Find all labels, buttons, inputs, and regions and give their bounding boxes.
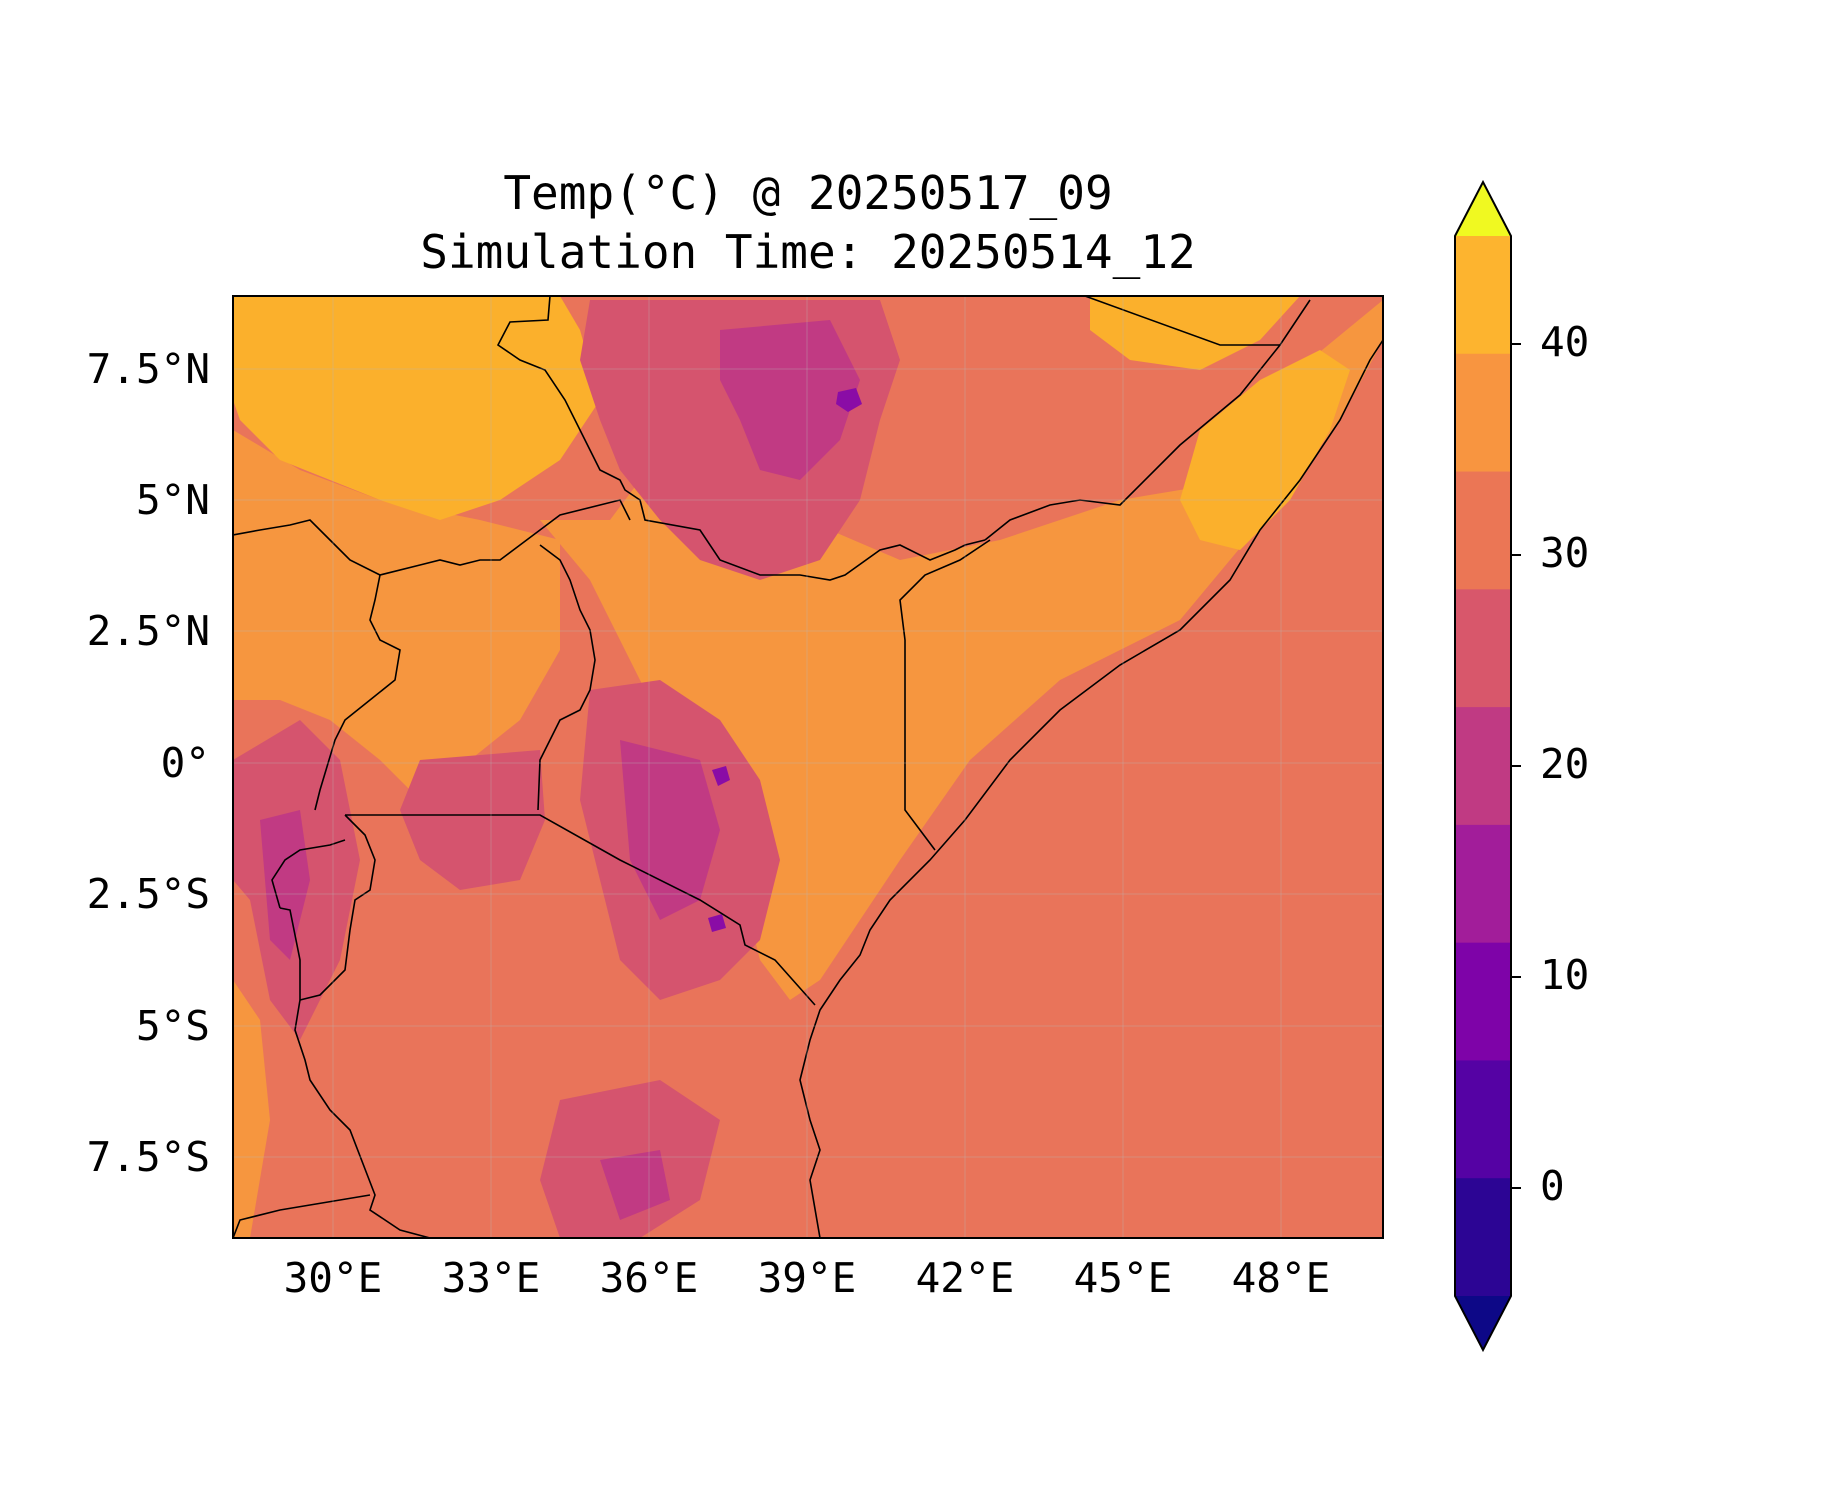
- colorbar-bin: [1455, 589, 1511, 708]
- colorbar-bin: [1455, 707, 1511, 826]
- map-title-line-2: Simulation Time: 20250514_12: [420, 225, 1195, 279]
- colorbar-tick-label: 30: [1540, 529, 1589, 577]
- cold-region-western-highlands: [260, 810, 310, 960]
- y-axis-ticks: 7.5°N 5°N 2.5°N 0° 2.5°S 5°S 7.5°S: [87, 345, 210, 1181]
- y-tick-label: 5°S: [136, 1002, 210, 1050]
- colder-spot-kilimanjaro: [708, 914, 726, 932]
- colorbar-bin: [1455, 824, 1511, 944]
- graticule: [233, 296, 1383, 1238]
- y-tick-label: 5°N: [136, 476, 210, 524]
- colorbar-bin: [1455, 942, 1511, 1061]
- x-tick-label: 45°E: [1074, 1254, 1173, 1302]
- hot-region-north-strip: [1090, 296, 1300, 370]
- colorbar-outline: [1454, 179, 1512, 1353]
- y-tick-label: 7.5°N: [87, 345, 210, 393]
- colder-spot-ethiopia: [836, 388, 862, 412]
- colorbar-bin: [1455, 236, 1511, 355]
- country-borders: [233, 296, 1383, 1238]
- map-panel: [232, 295, 1384, 1239]
- colorbar-extend-max: [1455, 182, 1511, 236]
- warm-region-northwest: [233, 430, 560, 800]
- x-tick-label: 42°E: [916, 1254, 1015, 1302]
- colorbar-tick-label: 10: [1540, 951, 1589, 999]
- colorbar-bin: [1455, 1060, 1511, 1179]
- y-tick-label: 0°: [161, 739, 210, 787]
- cold-region-south-tanzania: [600, 1150, 670, 1220]
- x-tick-label: 33°E: [442, 1254, 541, 1302]
- colorbar: [1454, 179, 1521, 1353]
- y-tick-label: 7.5°S: [87, 1133, 210, 1181]
- x-tick-label: 39°E: [758, 1254, 857, 1302]
- x-axis-ticks: 30°E 33°E 36°E 39°E 42°E 45°E 48°E: [284, 1254, 1331, 1302]
- colorbar-bin: [1455, 353, 1511, 473]
- colorbar-bin: [1455, 1178, 1511, 1297]
- x-tick-label: 48°E: [1232, 1254, 1331, 1302]
- colorbar-tick-labels: 40 30 20 10 0: [1540, 318, 1589, 1210]
- cool-region-victoria: [400, 750, 545, 890]
- cold-region-ethiopian-highlands: [720, 320, 860, 480]
- colorbar-tick-label: 20: [1540, 740, 1589, 788]
- y-tick-label: 2.5°N: [87, 607, 210, 655]
- x-tick-label: 36°E: [600, 1254, 699, 1302]
- colder-spot-kenya: [712, 766, 730, 786]
- x-tick-label: 30°E: [284, 1254, 383, 1302]
- map-title-line-1: Temp(°C) @ 20250517_09: [503, 166, 1112, 220]
- cold-region-rift: [620, 740, 720, 920]
- y-tick-label: 2.5°S: [87, 870, 210, 918]
- colorbar-tick-label: 0: [1540, 1162, 1565, 1210]
- colorbar-tick-label: 40: [1540, 318, 1589, 366]
- warm-region-west-strip: [233, 980, 270, 1238]
- colorbar-bin: [1455, 471, 1511, 590]
- hot-region-northeast: [1180, 350, 1350, 550]
- map-frame: [232, 295, 1384, 1239]
- colorbar-extend-min: [1455, 1296, 1511, 1350]
